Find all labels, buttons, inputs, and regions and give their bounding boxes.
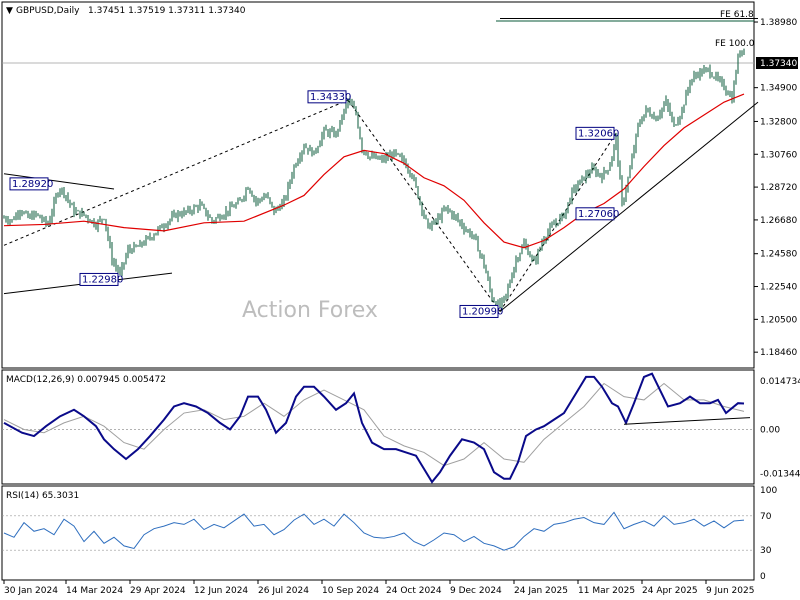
price-tick-label: 1.22540 <box>760 283 797 293</box>
rsi-title: RSI(14) 65.3031 <box>6 491 79 501</box>
ohlc-label: 1.37451 1.37519 1.37311 1.37340 <box>88 6 246 16</box>
date-tick-label: 29 Apr 2024 <box>130 586 186 596</box>
price-tick-label: 1.20500 <box>760 315 797 325</box>
price-panel <box>1 1 755 369</box>
price-tick-label: 1.18460 <box>760 348 797 358</box>
price-annotation: 1.20990 <box>462 306 503 317</box>
rsi-series <box>3 511 745 551</box>
date-tick-label: 9 Dec 2024 <box>450 586 502 596</box>
price-annotation-box <box>575 126 615 140</box>
price-y-axis: 1.38980 1.34900 1.32800 1.30760 1.28720 1.266… <box>754 18 797 358</box>
price-annotation-box <box>575 207 615 221</box>
trend-line <box>3 99 349 246</box>
trend-line <box>3 173 115 190</box>
symbol-label: GBPUSD,Daily <box>16 6 80 16</box>
price-annotation-box <box>307 90 347 104</box>
date-tick-label: 12 Jun 2024 <box>194 586 248 596</box>
candles <box>3 48 745 312</box>
fe618-label: FE 61.8 <box>720 10 754 20</box>
price-annotation: 1.22980 <box>82 274 123 285</box>
rsi-tick-label: 70 <box>760 512 772 522</box>
date-axis: 30 Jan 2024 14 Mar 2024 29 Apr 2024 12 Jun … <box>3 580 754 596</box>
signal-line <box>3 382 745 467</box>
price-tick-label: 1.24580 <box>760 250 797 260</box>
moving-average <box>3 93 745 249</box>
rsi-y-axis: 100 70 30 0 <box>760 486 777 582</box>
fe100-label: FE 100.0 <box>715 39 755 49</box>
price-tick-label: 1.38980 <box>760 18 797 28</box>
rsi-tick-label: 30 <box>760 546 772 556</box>
macd-tick-label: 0.00 <box>760 425 780 435</box>
collapse-triangle-icon[interactable]: ▼ <box>6 6 13 16</box>
macd-lines <box>2 372 754 484</box>
macd-y-axis: 0.014734 0.00 -0.013442 <box>760 377 800 480</box>
trend-line <box>347 99 501 312</box>
current-price-tag <box>756 57 798 69</box>
price-annotation: 1.27060 <box>578 209 619 220</box>
price-annotation-box <box>459 304 499 318</box>
macd-trend-line <box>623 417 751 425</box>
price-annotation: 1.34330 <box>310 92 351 103</box>
date-tick-label: 30 Jan 2024 <box>4 586 58 596</box>
price-tick-label: 1.30760 <box>760 150 797 160</box>
price-annotation: 1.32060 <box>578 128 619 139</box>
macd-title: MACD(12,26,9) 0.007945 0.005472 <box>6 375 166 385</box>
current-price-tag-text: 1.37340 <box>760 59 797 69</box>
price-tick-label: 1.26680 <box>760 216 797 226</box>
rsi-line <box>2 511 754 551</box>
macd-line <box>3 372 745 484</box>
rsi-tick-label: 100 <box>760 486 777 496</box>
date-tick-label: 14 Mar 2024 <box>66 586 123 596</box>
trend-line <box>499 101 759 312</box>
date-tick-label: 26 Jul 2024 <box>258 586 309 596</box>
price-tick-label: 1.34900 <box>760 84 797 94</box>
date-tick-label: 24 Apr 2025 <box>642 586 698 596</box>
price-annotations: 1.34330 1.28920 1.22980 1.20990 1.32060 1.270… <box>9 90 619 318</box>
ma-line <box>3 93 745 249</box>
date-tick-label: 9 Jun 2025 <box>706 586 754 596</box>
macd-panel <box>1 369 755 485</box>
watermark: Action Forex <box>242 298 378 323</box>
date-tick-label: 24 Jan 2025 <box>514 586 568 596</box>
price-tick-label: 1.32800 <box>760 117 797 127</box>
rsi-panel <box>1 485 755 581</box>
date-tick-label: 11 Mar 2025 <box>578 586 635 596</box>
macd-tick-label: 0.014734 <box>760 377 800 387</box>
price-annotation: 1.28920 <box>12 179 53 190</box>
price-tick-label: 1.28720 <box>760 183 797 193</box>
macd-tick-label: -0.013442 <box>760 470 800 480</box>
rsi-tick-label: 0 <box>760 572 766 582</box>
price-annotation-box <box>9 177 49 191</box>
date-tick-label: 10 Sep 2024 <box>322 586 379 596</box>
price-annotation-box <box>79 272 119 286</box>
date-tick-label: 24 Oct 2024 <box>386 586 442 596</box>
